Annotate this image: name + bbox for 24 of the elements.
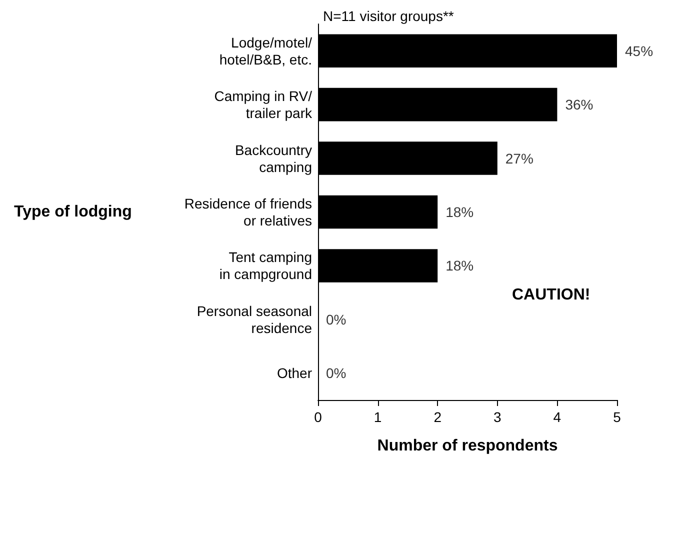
annotation: 36% bbox=[565, 96, 594, 113]
y-axis-title: Type of lodging bbox=[14, 204, 132, 220]
annotation: 0% bbox=[326, 365, 346, 382]
x-tick-label: 1 bbox=[374, 409, 382, 425]
x-tick-label: 3 bbox=[494, 409, 502, 425]
y-tick-label: Camping in RV/ trailer park bbox=[214, 88, 313, 122]
y-tick-label: Other bbox=[276, 365, 312, 382]
x-tick-label: 5 bbox=[613, 409, 622, 425]
x-axis-title: Number of respondents bbox=[377, 438, 558, 454]
y-tick-label: Residence of friends or relatives bbox=[184, 196, 312, 228]
y-tick-label: Backcountry camping bbox=[234, 142, 312, 175]
annotation: CAUTION! bbox=[512, 286, 590, 304]
annotation: 27% bbox=[505, 150, 534, 166]
annotation: 0% bbox=[326, 311, 346, 328]
y-tick-label: Personal seasonal residence bbox=[196, 302, 312, 336]
annotation: 18% bbox=[446, 258, 474, 274]
annotation: 18% bbox=[446, 204, 474, 220]
x-tick-label: 0 bbox=[314, 409, 322, 425]
y-tick-label: Tent camping in campground bbox=[219, 249, 312, 282]
x-tick-label: 4 bbox=[553, 409, 562, 425]
chart-title: N=11 visitor groups** bbox=[323, 8, 454, 24]
y-tick-label: Lodge/motel/ hotel/B&B, etc. bbox=[219, 34, 312, 68]
x-tick-label: 2 bbox=[434, 409, 442, 425]
annotation: 45% bbox=[625, 42, 654, 59]
